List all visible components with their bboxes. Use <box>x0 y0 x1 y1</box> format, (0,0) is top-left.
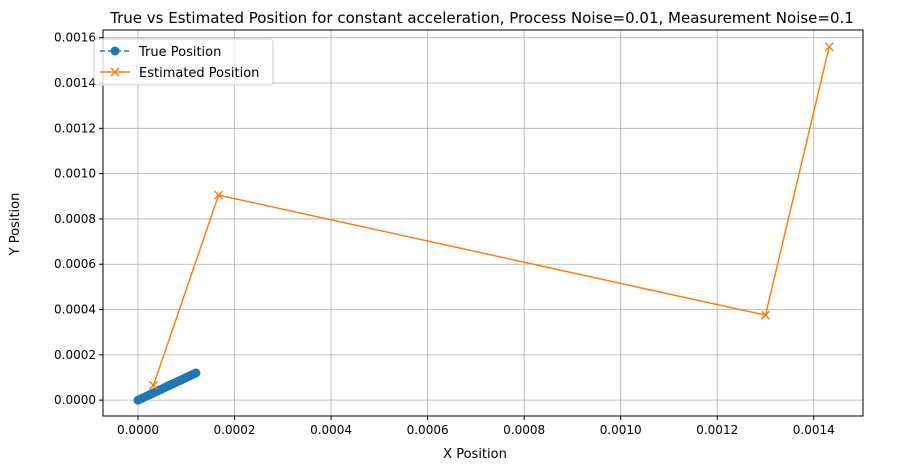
x-tick-label: 0.0008 <box>503 423 545 437</box>
legend-label-true: True Position <box>138 45 221 60</box>
legend-box <box>93 38 274 86</box>
x-tick-label: 0.0000 <box>117 423 159 437</box>
series-layer <box>133 42 834 405</box>
x-tick-label: 0.0004 <box>310 423 352 437</box>
chart-title: True vs Estimated Position for constant … <box>109 9 854 27</box>
x-axis-label: X Position <box>443 447 507 462</box>
legend-label-estimated: Estimated Position <box>139 66 259 81</box>
series-line-1 <box>152 46 830 386</box>
y-tick-label: 0.0008 <box>54 212 96 226</box>
y-axis-label: Y Position <box>8 193 23 257</box>
x-tick-label: 0.0002 <box>214 423 256 437</box>
x-tick-label: 0.0014 <box>793 423 835 437</box>
data-point <box>824 42 834 52</box>
grid <box>103 30 863 416</box>
x-axis: 0.0000 0.0002 0.0004 0.0006 0.0008 0.0010 0.00… <box>117 416 835 437</box>
data-point <box>148 380 158 390</box>
x-tick-label: 0.0006 <box>407 423 449 437</box>
y-tick-label: 0.0010 <box>54 167 96 181</box>
legend-marker-estimated <box>110 67 120 77</box>
x-tick-label: 0.0010 <box>600 423 642 437</box>
y-tick-label: 0.0016 <box>54 31 96 45</box>
y-tick-label: 0.0014 <box>54 76 96 90</box>
y-tick-label: 0.0006 <box>54 257 96 271</box>
data-point <box>214 190 224 200</box>
data-point <box>760 310 771 320</box>
y-tick-label: 0.0000 <box>54 393 96 407</box>
y-axis: 0.0000 0.0002 0.0004 0.0006 0.0008 0.0010 0.00… <box>54 31 103 407</box>
y-tick-label: 0.0012 <box>54 121 96 135</box>
y-tick-label: 0.0004 <box>54 303 96 317</box>
y-tick-label: 0.0002 <box>54 348 96 362</box>
legend: True Position Estimated Position <box>93 38 274 86</box>
plot-frame <box>102 29 864 417</box>
legend-marker-true <box>110 46 120 56</box>
x-tick-label: 0.0012 <box>696 423 738 437</box>
data-point <box>191 368 201 378</box>
